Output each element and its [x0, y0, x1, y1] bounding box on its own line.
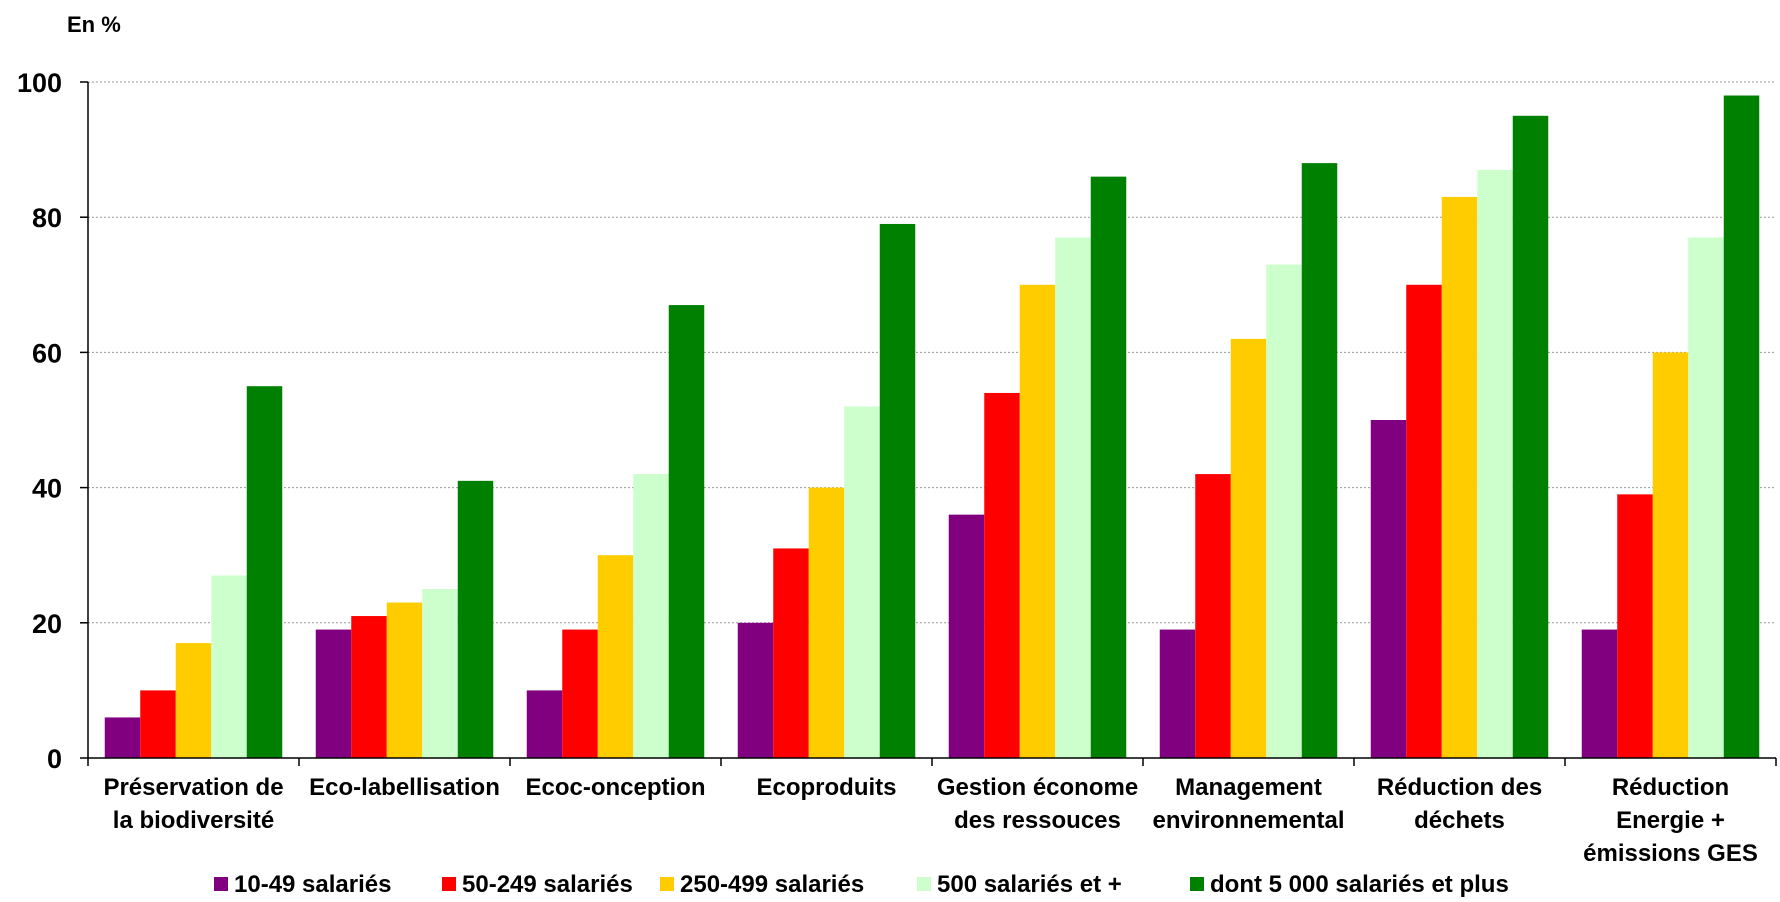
bar-2-1 [140, 690, 176, 758]
bar-1-2 [315, 629, 352, 758]
x-tick-label: la biodiversité [113, 807, 274, 834]
legend-swatch-4 [917, 877, 931, 891]
unit-label: En % [67, 12, 121, 37]
bar-2-5 [984, 392, 1020, 758]
x-tick-label: Ecoc-onception [525, 774, 705, 801]
bar-4-4 [844, 406, 880, 758]
x-tick-label: Réduction [1612, 774, 1729, 801]
legend-swatch-3 [660, 877, 674, 891]
legend-swatch-1 [214, 877, 228, 891]
bar-4-1 [211, 575, 247, 758]
bar-1-6 [1159, 629, 1196, 758]
bar-4-3 [633, 474, 669, 758]
x-tick-label: Eco-labellisation [309, 774, 500, 801]
bar-3-1 [175, 643, 212, 758]
bar-2-7 [1406, 284, 1442, 758]
y-tick-label: 100 [17, 68, 62, 98]
legend-label-2: 50-249 salariés [462, 871, 633, 898]
y-tick-label: 20 [32, 609, 62, 639]
bar-2-3 [562, 629, 598, 758]
bar-3-8 [1652, 352, 1689, 758]
x-tick-label: environnemental [1152, 807, 1344, 834]
x-tick-label: Réduction des [1377, 774, 1542, 801]
bar-1-7 [1370, 420, 1407, 758]
legend-swatch-2 [442, 877, 456, 891]
bar-1-8 [1581, 629, 1618, 758]
bar-2-4 [773, 548, 809, 758]
bar-5-4 [879, 223, 916, 758]
x-tick-label: Gestion économe [937, 774, 1138, 801]
x-tick-label: Préservation de [103, 774, 283, 801]
x-tick-label: Energie + [1616, 807, 1725, 834]
bar-5-1 [246, 386, 283, 758]
y-tick-label: 60 [32, 338, 62, 368]
bar-5-7 [1512, 115, 1549, 759]
bar-4-5 [1055, 237, 1091, 759]
bar-5-8 [1723, 95, 1760, 758]
y-tick-label: 40 [32, 474, 62, 504]
bar-2-6 [1195, 474, 1231, 758]
bar-3-3 [597, 555, 634, 758]
bar-5-3 [668, 305, 705, 758]
y-tick-label: 80 [32, 203, 62, 233]
bar-3-5 [1019, 284, 1056, 758]
bar-4-6 [1266, 264, 1302, 758]
bar-5-2 [457, 480, 494, 758]
legend-label-3: 250-499 salariés [680, 871, 864, 898]
bar-1-5 [948, 514, 985, 758]
axes [80, 81, 1777, 766]
bar-5-6 [1301, 163, 1338, 758]
bar-1-1 [104, 717, 141, 758]
x-tick-labels: Préservation de la biodiversité Eco-labell… [103, 774, 1757, 867]
bar-2-8 [1617, 494, 1653, 758]
bar-5-5 [1090, 176, 1127, 758]
y-tick-label: 0 [47, 744, 62, 774]
bar-3-7 [1441, 196, 1478, 759]
x-tick-label: Ecoproduits [756, 774, 896, 801]
bar-1-3 [526, 690, 563, 758]
bar-4-8 [1688, 237, 1724, 759]
bar-2-2 [351, 616, 387, 758]
bar-3-6 [1230, 338, 1267, 758]
bar-4-2 [422, 589, 458, 758]
x-tick-label: émissions GES [1583, 840, 1758, 867]
legend-swatch-5 [1190, 877, 1204, 891]
bar-3-2 [386, 602, 423, 758]
legend: 10-49 salariés 50-249 salariés 250-499 sal… [214, 871, 1509, 898]
bar-1-4 [737, 622, 774, 758]
legend-label-1: 10-49 salariés [234, 871, 391, 898]
legend-label-4: 500 salariés et + [937, 871, 1122, 898]
x-tick-label: déchets [1414, 807, 1505, 834]
bars [104, 95, 1760, 759]
x-tick-label: Management [1175, 774, 1322, 801]
y-tick-labels: 0 20 40 60 80 100 [17, 68, 62, 774]
bar-3-4 [808, 487, 845, 758]
legend-label-5: dont 5 000 salariés et plus [1210, 871, 1509, 898]
x-tick-label: des ressouces [954, 807, 1121, 834]
bar-4-7 [1477, 169, 1513, 758]
